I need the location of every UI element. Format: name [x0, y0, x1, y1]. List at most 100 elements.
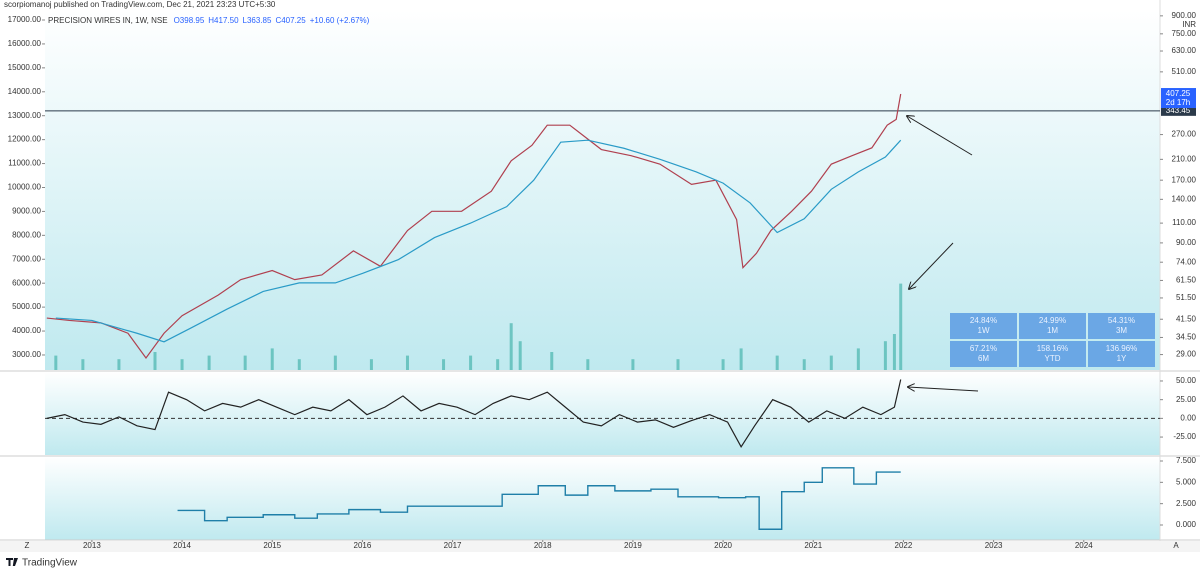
- ohlc: L363.85: [243, 16, 272, 25]
- ohlc: H417.50: [208, 16, 239, 25]
- volume-bar: [297, 359, 301, 370]
- last-price-tag: [1161, 88, 1196, 109]
- y-tick-label: 13000.00: [8, 111, 42, 120]
- countdown: 2d 17h: [1166, 98, 1190, 107]
- volume-bar: [81, 359, 85, 370]
- ohlc: +10.60 (+2.67%): [310, 16, 370, 25]
- performance-cell: [1088, 341, 1155, 367]
- price-tag-label: 343.45: [1166, 106, 1191, 115]
- volume-bar: [550, 352, 554, 370]
- volume-bar: [518, 341, 522, 370]
- y-tick-label: 2.500: [1176, 499, 1197, 508]
- y-tick-label: 51.50: [1176, 293, 1197, 302]
- currency: INR: [1182, 20, 1196, 29]
- volume-bar: [899, 283, 903, 370]
- performance-value: 158.16%: [1037, 344, 1069, 353]
- volume-bar: [153, 352, 157, 370]
- volume-bar: [721, 359, 725, 370]
- y-tick-label: -25.00: [1173, 432, 1196, 441]
- performance-value: 136.96%: [1106, 344, 1138, 353]
- last-price: 407.25: [1166, 89, 1191, 98]
- annotation-arrow: [909, 242, 954, 289]
- volume-bar: [586, 359, 590, 370]
- volume-bar: [207, 355, 211, 370]
- step-line: [177, 467, 901, 530]
- performance-value: 24.99%: [1039, 316, 1066, 325]
- y-tick-label: 6000.00: [12, 278, 41, 287]
- performance-value: 67.21%: [970, 344, 997, 353]
- performance-period: 3M: [1116, 326, 1127, 335]
- y-tick-label: 9000.00: [12, 207, 41, 216]
- volume-bar: [829, 355, 833, 370]
- volume-bar: [333, 355, 337, 370]
- volume-bar: [883, 341, 887, 370]
- volume-bar: [496, 359, 500, 370]
- x-tick-label: 2015: [263, 541, 281, 550]
- symbol: PRECISION WIRES IN, 1W, NSE: [48, 16, 168, 25]
- y-tick-label: 15000.00: [8, 63, 42, 72]
- volume-bar: [442, 359, 446, 370]
- volume-bar: [405, 355, 409, 370]
- axis-button[interactable]: A: [1173, 541, 1179, 550]
- y-tick-label: 0.00: [1180, 413, 1196, 422]
- x-tick-label: 2023: [985, 541, 1003, 550]
- y-tick-label: 41.50: [1176, 314, 1197, 323]
- y-tick-label: 900.00: [1172, 11, 1197, 20]
- ohlc: O398.95: [174, 16, 205, 25]
- y-tick-label: 8000.00: [12, 230, 41, 239]
- y-tick-label: 74.00: [1176, 257, 1197, 266]
- volume-bar: [775, 355, 779, 370]
- y-tick-label: 3000.00: [12, 350, 41, 359]
- x-tick-label: 2013: [83, 541, 101, 550]
- x-tick-label: 2014: [173, 541, 191, 550]
- y-tick-label: 7000.00: [12, 254, 41, 263]
- performance-period: 6M: [978, 354, 989, 363]
- x-tick-label: 2024: [1075, 541, 1093, 550]
- y-tick-label: 16000.00: [8, 39, 42, 48]
- series-line: [55, 139, 902, 343]
- logo: [6, 558, 18, 566]
- volume-bar: [631, 359, 635, 370]
- x-tick-label: 2021: [804, 541, 822, 550]
- x-tick-label: 2016: [354, 541, 372, 550]
- y-tick-label: 5.000: [1176, 477, 1197, 486]
- y-tick-label: 12000.00: [8, 135, 42, 144]
- volume-bar: [739, 348, 743, 370]
- performance-cell: [1088, 313, 1155, 339]
- volume-bar: [676, 359, 680, 370]
- published-note: scorpiomanoj published on TradingView.co…: [4, 0, 276, 9]
- performance-cell: [950, 341, 1017, 367]
- step-pane: [45, 457, 1160, 540]
- y-tick-label: 90.00: [1176, 238, 1197, 247]
- y-tick-label: 5000.00: [12, 302, 41, 311]
- volume-bar: [802, 359, 806, 370]
- y-tick-label: 29.00: [1176, 350, 1197, 359]
- y-tick-label: 140.00: [1172, 194, 1197, 203]
- y-tick-label: 510.00: [1172, 67, 1197, 76]
- annotation-arrow: [908, 387, 979, 392]
- y-tick-label: 0.000: [1176, 520, 1197, 529]
- y-tick-label: 110.00: [1172, 218, 1196, 227]
- y-tick-label: 750.00: [1172, 29, 1197, 38]
- annotation-arrow: [907, 116, 973, 156]
- y-tick-label: 50.00: [1176, 376, 1197, 385]
- y-tick-label: 25.00: [1176, 395, 1197, 404]
- series-line: [46, 93, 902, 360]
- x-tick-label: 2022: [895, 541, 913, 550]
- volume-bar: [117, 359, 121, 370]
- y-tick-label: 630.00: [1172, 46, 1197, 55]
- volume-bar: [369, 359, 373, 370]
- oscillator-pane: [45, 372, 1160, 455]
- axis-button[interactable]: Z: [25, 541, 30, 550]
- performance-period: YTD: [1045, 354, 1061, 363]
- volume-bar: [469, 355, 473, 370]
- ohlc: C407.25: [275, 16, 306, 25]
- y-tick-label: 210.00: [1172, 154, 1197, 163]
- performance-value: 54.31%: [1108, 316, 1135, 325]
- volume-bar: [509, 323, 513, 370]
- y-tick-label: 17000.00: [8, 15, 42, 24]
- performance-cell: [1019, 313, 1086, 339]
- performance-period: 1Y: [1117, 354, 1127, 363]
